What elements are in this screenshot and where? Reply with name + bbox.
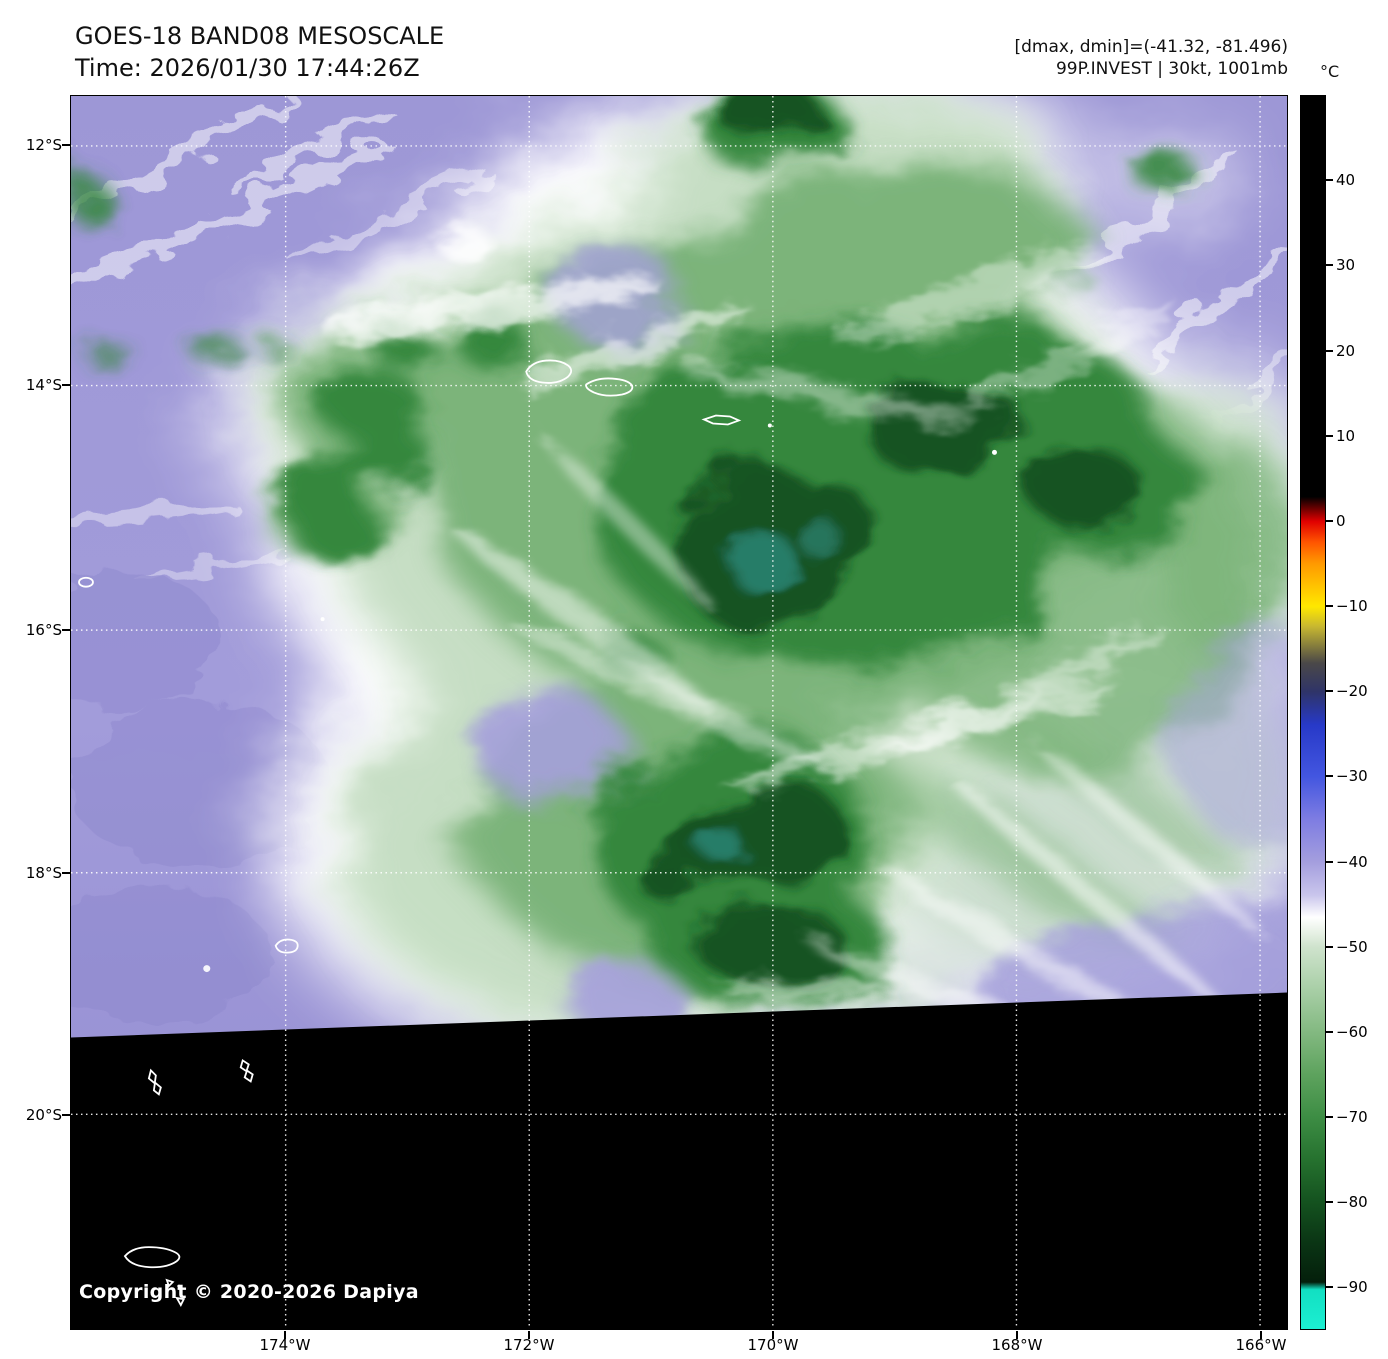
dmax-dmin-readout: [dmax, dmin]=(-41.32, -81.496) — [1014, 37, 1289, 57]
colorbar-tick — [1326, 179, 1333, 181]
colorbar-tick-label: −90 — [1336, 1278, 1368, 1296]
colorbar-tick-label: 40 — [1336, 171, 1356, 189]
colorbar-tick — [1326, 1031, 1333, 1033]
temperature-colorbar — [1300, 95, 1326, 1330]
lat-tick — [62, 629, 70, 631]
colorbar-tick-label: −80 — [1336, 1193, 1368, 1211]
cirrus-streaks-layer — [71, 96, 1287, 1025]
colorbar-tick — [1326, 350, 1333, 352]
colorbar-tick-label: 0 — [1336, 512, 1346, 530]
satellite-map: Copyright © 2020-2026 Dapiya — [70, 95, 1288, 1330]
lat-tick — [62, 1114, 70, 1116]
product-title: GOES-18 BAND08 MESOSCALE — [75, 22, 445, 50]
lon-tick — [1260, 1331, 1262, 1339]
lon-tick — [1016, 1331, 1018, 1339]
lat-label-20s: 20°S — [25, 1106, 62, 1124]
colorbar-tick-label: −30 — [1336, 767, 1368, 785]
lon-tick — [772, 1331, 774, 1339]
storm-info: 99P.INVEST | 30kt, 1001mb — [1055, 59, 1288, 79]
colorbar-tick-label: 20 — [1336, 342, 1356, 360]
colorbar-unit-label: °C — [1320, 62, 1340, 81]
colorbar-tick-label: 30 — [1336, 256, 1356, 274]
satellite-image — [71, 96, 1287, 1329]
lon-tick — [528, 1331, 530, 1339]
lat-label-14s: 14°S — [25, 376, 62, 394]
lon-label-166w: 166°W — [1235, 1336, 1287, 1354]
colorbar-tick — [1326, 435, 1333, 437]
lon-label-172w: 172°W — [503, 1336, 555, 1354]
lon-label-168w: 168°W — [991, 1336, 1043, 1354]
copyright-notice: Copyright © 2020-2026 Dapiya — [79, 1281, 419, 1303]
colorbar-tick-label: −20 — [1336, 682, 1368, 700]
lon-label-170w: 170°W — [747, 1336, 799, 1354]
colorbar-tick — [1326, 520, 1333, 522]
info-block: [dmax, dmin]=(-41.32, -81.496) 99P.INVES… — [1015, 36, 1289, 80]
title-block: GOES-18 BAND08 MESOSCALE Time: 2026/01/3… — [75, 20, 444, 84]
colorbar-tick — [1326, 775, 1333, 777]
colorbar-tick — [1326, 861, 1333, 863]
coastlines — [78, 359, 997, 1307]
lat-tick — [62, 872, 70, 874]
lon-label-174w: 174°W — [259, 1336, 311, 1354]
lat-label-18s: 18°S — [25, 864, 62, 882]
colorbar-tick — [1326, 605, 1333, 607]
colorbar-tick-label: −40 — [1336, 853, 1368, 871]
lat-tick — [62, 384, 70, 386]
colorbar-tick — [1326, 1286, 1333, 1288]
colorbar-tick — [1326, 1201, 1333, 1203]
colorbar-tick — [1326, 1116, 1333, 1118]
colorbar-tick — [1326, 690, 1333, 692]
colorbar-tick-label: 10 — [1336, 427, 1356, 445]
lat-tick — [62, 144, 70, 146]
colorbar-tick-label: −10 — [1336, 597, 1368, 615]
colorbar-tick-label: −50 — [1336, 938, 1368, 956]
colorbar-tick-label: −70 — [1336, 1108, 1368, 1126]
colorbar-tick — [1326, 946, 1333, 948]
timestamp: Time: 2026/01/30 17:44:26Z — [75, 54, 420, 82]
lon-tick — [284, 1331, 286, 1339]
lat-label-16s: 16°S — [25, 621, 62, 639]
colorbar-tick — [1326, 264, 1333, 266]
cloud-mass-layer — [71, 96, 1287, 1076]
colorbar-tick-label: −60 — [1336, 1023, 1368, 1041]
graticule — [71, 96, 1287, 1329]
scan-edge-black-region — [71, 992, 1287, 1329]
lat-label-12s: 12°S — [25, 136, 62, 154]
